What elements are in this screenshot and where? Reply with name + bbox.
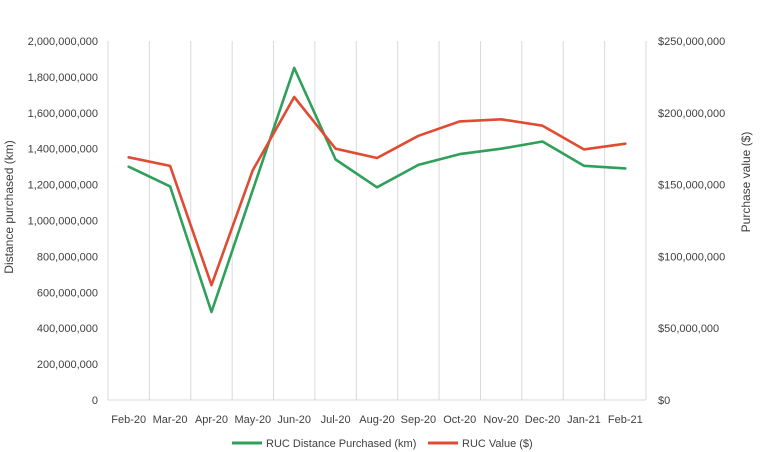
x-tick-label: May-20 [235,414,272,426]
y2-tick-label: $200,000,000 [658,108,725,120]
y-tick-label: 600,000,000 [37,287,98,299]
x-tick-label: Oct-20 [443,414,476,426]
y2-tick-label: $0 [658,395,670,407]
x-tick-label: Mar-20 [153,414,188,426]
x-tick-label: Feb-20 [111,414,146,426]
x-tick-label: Jun-20 [277,414,311,426]
y-tick-label: 200,000,000 [37,359,98,371]
y2-tick-label: $50,000,000 [658,323,719,335]
legend-label-distance: RUC Distance Purchased (km) [266,438,416,450]
series-line-1 [127,95,627,287]
y-tick-label: 1,600,000,000 [28,108,98,120]
y-tick-label: 0 [92,395,98,407]
y-tick-label: 800,000,000 [37,251,98,263]
series-line-0 [127,66,627,314]
y-tick-label: 1,400,000,000 [28,144,98,156]
y2-tick-label: $250,000,000 [658,36,725,48]
x-tick-label: Nov-20 [483,414,518,426]
y-tick-label: 1,200,000,000 [28,180,98,192]
right-axis-ticks: $0 $50,000,000 $100,000,000 $150,000,000 $20… [658,36,725,407]
x-tick-label: Dec-20 [525,414,560,426]
x-tick-label: Feb-21 [608,414,643,426]
y-tick-label: 1,800,000,000 [28,72,98,84]
y2-tick-label: $150,000,000 [658,180,725,192]
x-tick-label: Jul-20 [321,414,351,426]
series-lines [127,66,627,314]
x-tick-label: Jan-21 [567,414,601,426]
x-axis-ticks: Feb-20 Mar-20 Apr-20 May-20 Jun-20 Jul-20 Aug-… [111,414,642,426]
vertical-gridlines [107,41,647,401]
y-axis-title: Distance purchased (km) [2,140,16,273]
y2-axis-title: Purchase value ($) [739,132,753,233]
x-tick-label: Sep-20 [401,414,436,426]
legend: RUC Distance Purchased (km) RUC Value ($… [232,438,533,450]
x-tick-label: Aug-20 [359,414,394,426]
left-axis-ticks: 0 200,000,000 400,000,000 600,000,000 800,00… [28,36,98,407]
x-tick-label: Apr-20 [195,414,228,426]
y2-tick-label: $100,000,000 [658,251,725,263]
y-tick-label: 1,000,000,000 [28,216,98,228]
y-tick-label: 2,000,000,000 [28,36,98,48]
legend-label-value: RUC Value ($) [462,438,533,450]
y-tick-label: 400,000,000 [37,323,98,335]
